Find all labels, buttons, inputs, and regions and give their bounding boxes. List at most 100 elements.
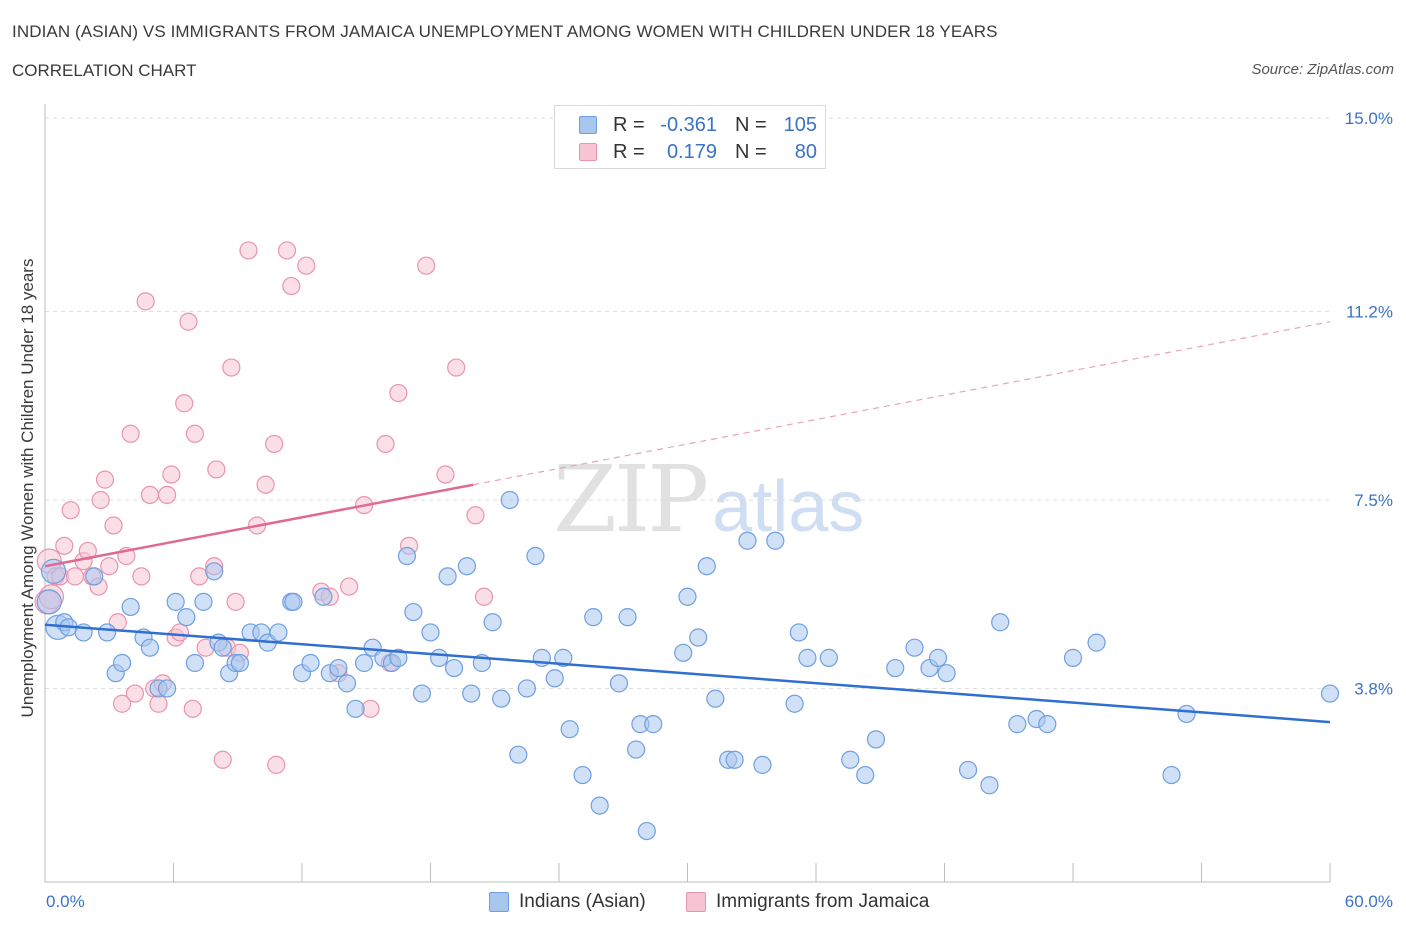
point-indians bbox=[457, 557, 477, 576]
point-jamaica bbox=[61, 501, 80, 520]
point-jamaica bbox=[183, 699, 202, 718]
point-indians bbox=[706, 689, 725, 708]
point-indians bbox=[937, 664, 956, 683]
point-indians bbox=[284, 592, 303, 611]
point-jamaica bbox=[95, 470, 115, 489]
point-jamaica bbox=[65, 567, 85, 586]
point-jamaica bbox=[104, 516, 123, 535]
point-jamaica bbox=[417, 256, 436, 275]
point-indians bbox=[314, 587, 333, 606]
point-jamaica bbox=[213, 750, 232, 769]
point-indians bbox=[329, 658, 348, 678]
legend-n-label: N = bbox=[735, 140, 767, 163]
point-indians bbox=[798, 648, 817, 667]
point-indians bbox=[609, 674, 629, 693]
bottom-legend-swatch-indians bbox=[489, 892, 509, 912]
point-indians bbox=[725, 750, 744, 769]
point-jamaica bbox=[222, 358, 241, 377]
point-indians bbox=[36, 589, 62, 615]
point-indians bbox=[785, 694, 804, 713]
point-jamaica bbox=[55, 536, 74, 555]
point-indians bbox=[689, 628, 708, 647]
point-indians bbox=[886, 658, 905, 678]
point-jamaica bbox=[100, 557, 119, 576]
point-indians bbox=[85, 567, 104, 586]
bottom-legend-jamaica: Immigrants from Jamaica bbox=[686, 889, 929, 915]
y-axis-label: Unemployment Among Women with Children U… bbox=[18, 258, 37, 718]
point-indians bbox=[626, 740, 646, 759]
point-jamaica bbox=[170, 623, 190, 642]
point-indians bbox=[462, 684, 481, 703]
point-jamaica bbox=[175, 394, 194, 413]
point-indians bbox=[301, 653, 320, 673]
point-indians bbox=[738, 531, 757, 550]
point-indians bbox=[554, 648, 573, 667]
legend-row-jamaica: R = 0.179 N = 80 bbox=[579, 140, 817, 164]
point-indians bbox=[573, 765, 592, 785]
point-indians bbox=[560, 720, 579, 739]
point-indians bbox=[337, 674, 357, 693]
point-indians bbox=[444, 658, 464, 678]
point-indians bbox=[429, 648, 449, 667]
point-indians bbox=[355, 653, 374, 673]
point-indians bbox=[584, 608, 603, 627]
point-jamaica bbox=[91, 490, 110, 510]
point-jamaica bbox=[447, 358, 466, 377]
source-label: Source: ZipAtlas.com bbox=[1251, 61, 1394, 78]
bottom-legend-label-jamaica: Immigrants from Jamaica bbox=[716, 891, 930, 912]
x-tick-label: 0.0% bbox=[46, 892, 85, 911]
point-jamaica bbox=[389, 383, 408, 403]
point-indians bbox=[1162, 765, 1181, 785]
legend-r-value: 0.179 bbox=[666, 140, 717, 163]
point-jamaica bbox=[121, 424, 140, 443]
point-indians bbox=[438, 567, 457, 586]
point-indians bbox=[618, 608, 637, 627]
point-indians bbox=[841, 750, 860, 769]
point-indians bbox=[269, 623, 288, 642]
point-indians bbox=[789, 623, 808, 642]
legend-r-label: R = bbox=[613, 140, 645, 163]
point-indians bbox=[157, 679, 177, 698]
bottom-legend-swatch-jamaica bbox=[686, 892, 706, 912]
point-jamaica bbox=[297, 256, 316, 275]
point-jamaica bbox=[78, 541, 97, 561]
point-jamaica bbox=[125, 684, 145, 703]
point-jamaica bbox=[226, 592, 245, 611]
y-tick-label: 3.8% bbox=[1354, 679, 1393, 698]
point-indians bbox=[1063, 648, 1083, 667]
stats-legend: R = -0.361 N = 105 R = 0.179 N = 80 bbox=[554, 105, 826, 169]
point-indians bbox=[230, 653, 249, 673]
point-indians bbox=[194, 592, 213, 611]
point-indians bbox=[1008, 715, 1027, 734]
trendline-jamaica bbox=[44, 483, 474, 568]
point-indians bbox=[637, 821, 656, 841]
legend-swatch-jamaica bbox=[579, 143, 597, 161]
point-indians bbox=[697, 557, 716, 576]
point-jamaica bbox=[149, 694, 168, 713]
point-indians bbox=[177, 608, 196, 627]
point-indians bbox=[928, 648, 948, 667]
point-indians bbox=[1038, 715, 1057, 734]
point-indians bbox=[346, 699, 365, 718]
legend-n-label: N = bbox=[735, 113, 767, 136]
point-jamaica bbox=[277, 241, 297, 260]
point-jamaica bbox=[140, 485, 160, 505]
point-indians bbox=[213, 638, 232, 657]
point-indians bbox=[389, 648, 408, 667]
point-jamaica bbox=[282, 276, 301, 296]
point-indians bbox=[753, 755, 772, 774]
point-indians bbox=[678, 587, 697, 606]
point-indians bbox=[517, 679, 536, 698]
point-indians bbox=[766, 531, 785, 550]
point-jamaica bbox=[185, 424, 205, 443]
legend-r-value: -0.361 bbox=[660, 113, 717, 136]
point-indians bbox=[185, 653, 205, 673]
legend-r-label: R = bbox=[613, 113, 645, 136]
point-jamaica bbox=[179, 312, 198, 331]
point-indians bbox=[492, 689, 511, 708]
point-indians bbox=[412, 684, 432, 703]
point-jamaica bbox=[466, 506, 485, 525]
point-indians bbox=[644, 715, 663, 734]
trendline-jamaica-projection bbox=[473, 321, 1331, 486]
